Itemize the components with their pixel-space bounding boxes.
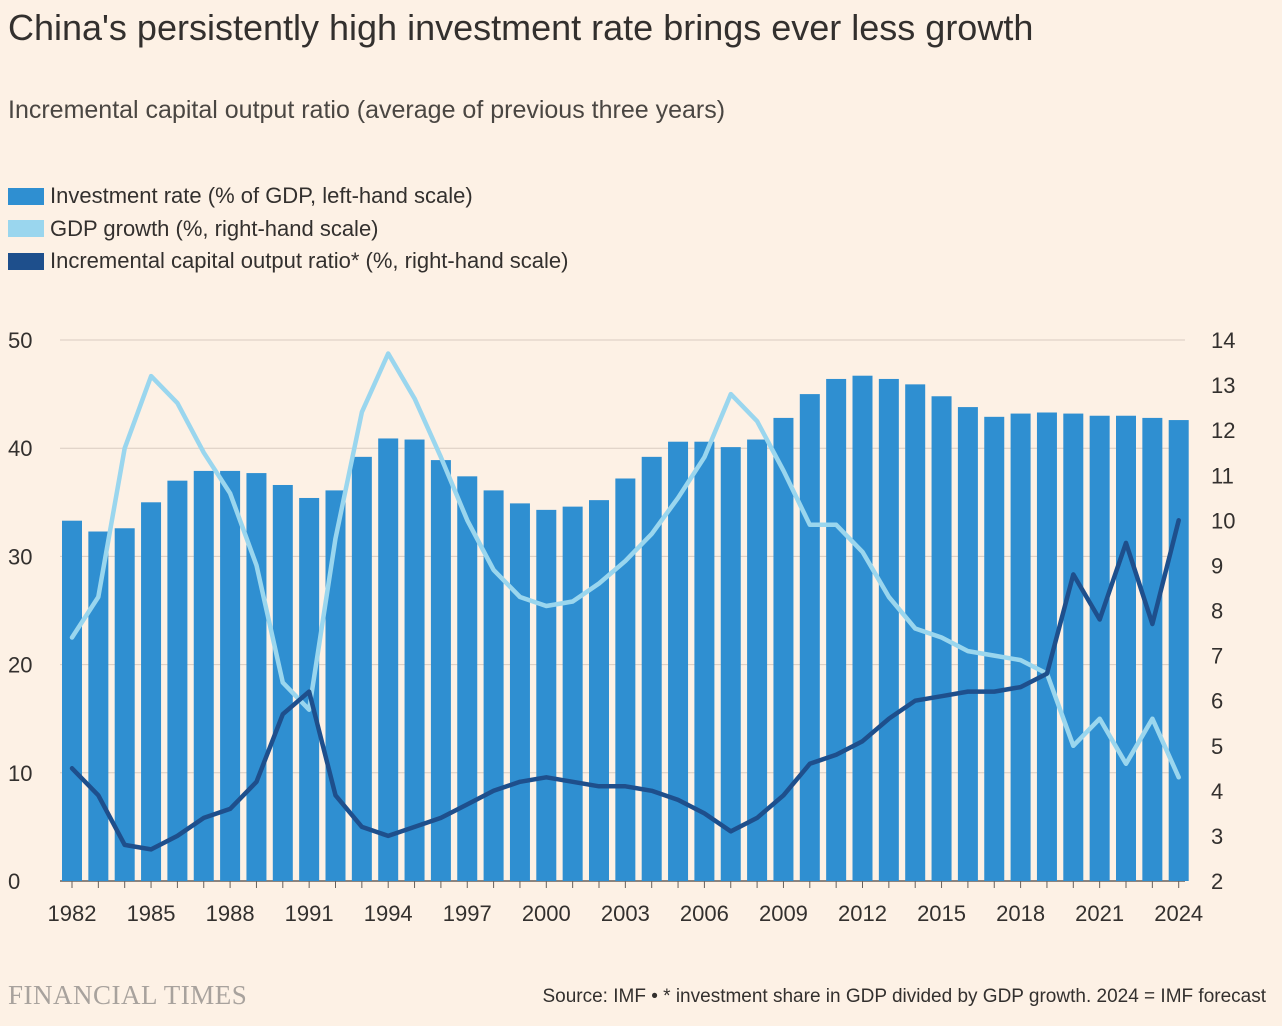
- x-axis-tick-label: 2018: [996, 901, 1045, 926]
- investment-rate-bar: [668, 441, 689, 881]
- x-axis-tick-label: 2000: [522, 901, 571, 926]
- investment-rate-bar: [957, 407, 978, 881]
- right-axis-tick-label: 10: [1211, 508, 1235, 533]
- axes: 0 10 20 30 40 50 2 3 4 5 6 7 8 9 10 11 12 13 14 1982 1985 198…: [8, 328, 1235, 926]
- right-axis-tick-label: 3: [1211, 824, 1223, 849]
- legend-item-gdp-growth: GDP growth (%, right-hand scale): [8, 213, 568, 246]
- chart-title: China's persistently high investment rat…: [8, 7, 1034, 48]
- investment-rate-bar: [1116, 415, 1136, 881]
- right-axis-tick-label: 9: [1211, 553, 1223, 578]
- legend-swatch-investment-rate: [8, 187, 44, 205]
- right-axis-tick-label: 7: [1211, 644, 1223, 669]
- right-axis-tick-label: 8: [1211, 599, 1223, 624]
- investment-rate-bar: [641, 456, 662, 881]
- gdp-growth-line: [69, 351, 1181, 780]
- investment-rate-bar: [457, 476, 478, 881]
- investment-rate-bar: [483, 490, 504, 881]
- investment-rate-bar: [562, 506, 583, 881]
- x-axis-tick-label: 1988: [206, 901, 255, 926]
- source-note: Source: IMF • * investment share in GDP …: [542, 986, 1266, 1007]
- investment-rate-bar: [430, 460, 451, 881]
- x-axis-tick-label: 2012: [838, 901, 887, 926]
- investment-rate-bar: [246, 473, 267, 881]
- investment-rate-bar: [167, 480, 188, 881]
- investment-rate-bar: [694, 441, 715, 881]
- investment-rate-bar: [852, 375, 873, 881]
- right-axis-tick-label: 12: [1211, 418, 1235, 443]
- investment-rate-bar: [220, 470, 241, 881]
- investment-rate-bar: [720, 447, 741, 881]
- investment-rate-bar: [62, 520, 82, 881]
- legend-swatch-icor: [8, 252, 44, 270]
- right-axis-tick-label: 5: [1211, 734, 1223, 759]
- x-axis-tick-label: 1994: [364, 901, 413, 926]
- investment-rate-bar: [799, 394, 820, 881]
- investment-rate-bar: [378, 438, 399, 881]
- investment-rate-bar: [193, 470, 214, 881]
- right-axis-tick-label: 2: [1211, 869, 1223, 894]
- investment-bars: [62, 375, 1189, 881]
- x-axis-tick-label: 2009: [759, 901, 808, 926]
- investment-rate-bar: [1142, 417, 1163, 881]
- investment-rate-bar: [1168, 420, 1189, 881]
- right-axis-tick-label: 11: [1211, 463, 1234, 488]
- x-axis-tick-label: 1991: [285, 901, 334, 926]
- investment-rate-bar: [88, 531, 109, 881]
- investment-rate-bar: [878, 378, 899, 881]
- investment-rate-bar: [141, 502, 162, 881]
- investment-rate-bar: [984, 416, 1005, 881]
- x-axis-tick-label: 1982: [48, 901, 97, 926]
- investment-rate-bar: [404, 439, 425, 881]
- x-axis-tick-label: 2006: [680, 901, 729, 926]
- legend-label-investment-rate: Investment rate (% of GDP, left-hand sca…: [50, 183, 473, 209]
- investment-rate-bar: [615, 478, 636, 881]
- investment-rate-bar: [1010, 413, 1031, 881]
- left-axis-tick-label: 30: [8, 544, 32, 569]
- legend-swatch-gdp-growth: [8, 220, 44, 238]
- investment-rate-bar: [1036, 412, 1057, 881]
- x-axis-tick-label: 2021: [1075, 901, 1124, 926]
- right-axis-tick-label: 14: [1211, 328, 1235, 353]
- icor-line: [69, 518, 1181, 852]
- right-axis-tick-label: 4: [1211, 779, 1223, 804]
- left-axis-tick-label: 10: [8, 761, 32, 786]
- investment-rate-bar: [905, 384, 926, 881]
- x-axis-tick-label: 1997: [443, 901, 492, 926]
- legend-item-investment-rate: Investment rate (% of GDP, left-hand sca…: [8, 180, 568, 213]
- investment-rate-bar: [509, 503, 530, 881]
- right-axis-tick-label: 13: [1211, 373, 1235, 398]
- legend-item-icor: Incremental capital output ratio* (%, ri…: [8, 245, 568, 278]
- x-axis-tick-label: 2024: [1154, 901, 1203, 926]
- left-axis-tick-label: 50: [8, 328, 32, 353]
- investment-rate-bar: [773, 417, 794, 881]
- x-axis-tick-label: 2003: [601, 901, 650, 926]
- investment-rate-bar: [1063, 413, 1084, 881]
- investment-rate-bar: [589, 500, 609, 881]
- investment-rate-bar: [747, 439, 768, 881]
- right-axis-tick-label: 6: [1211, 689, 1223, 714]
- legend-label-icor: Incremental capital output ratio* (%, ri…: [50, 248, 569, 274]
- ft-brand-logo: FINANCIAL TIMES: [8, 980, 248, 1010]
- investment-rate-bar: [351, 456, 372, 881]
- left-axis-tick-label: 40: [8, 436, 32, 461]
- investment-rate-bar: [536, 509, 557, 881]
- investment-rate-bar: [114, 528, 135, 881]
- legend-label-gdp-growth: GDP growth (%, right-hand scale): [50, 215, 379, 241]
- growth-lines: [69, 351, 1181, 852]
- x-axis-tick-label: 2015: [917, 901, 966, 926]
- x-axis-tick-label: 1985: [127, 901, 176, 926]
- chart-legend: Investment rate (% of GDP, left-hand sca…: [8, 180, 568, 278]
- left-axis-tick-label: 0: [8, 869, 20, 894]
- left-axis-tick-label: 20: [8, 653, 32, 678]
- chart-subtitle: Incremental capital output ratio (averag…: [8, 96, 726, 124]
- investment-rate-bar: [1089, 415, 1110, 881]
- investment-rate-bar: [826, 378, 847, 881]
